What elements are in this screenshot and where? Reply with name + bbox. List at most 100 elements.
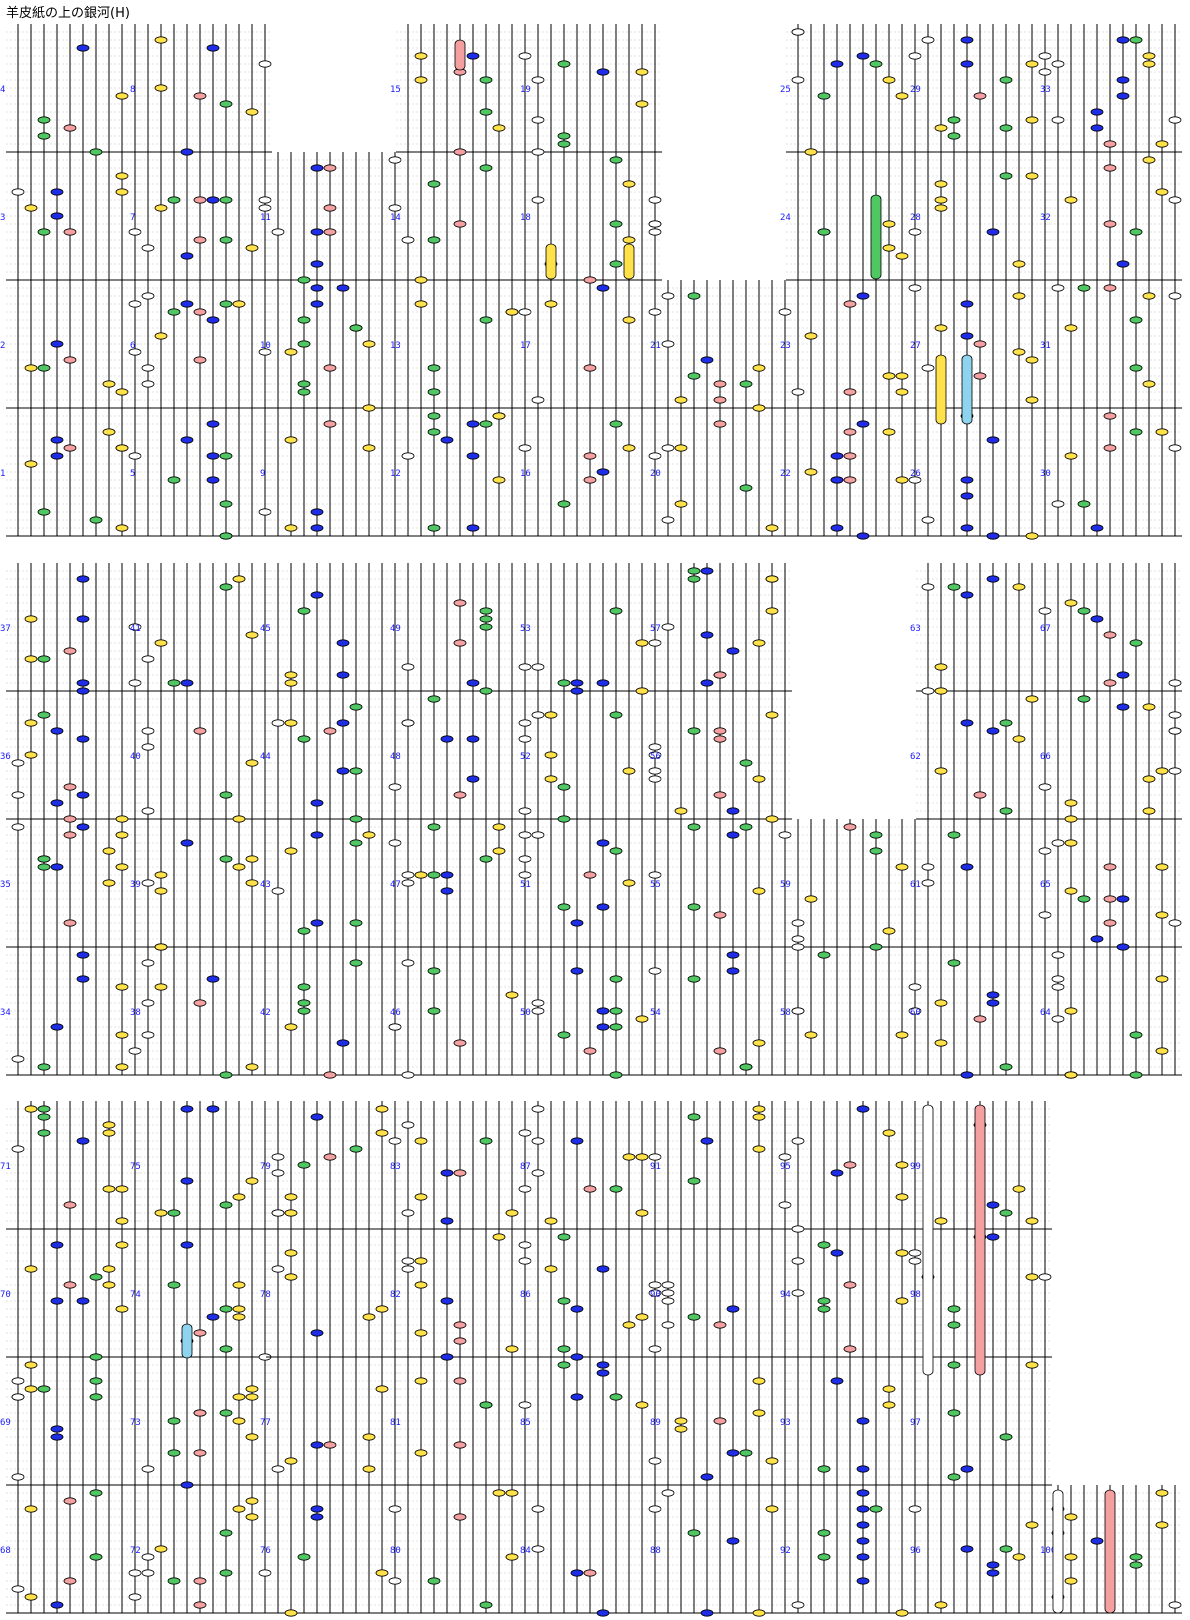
note — [505, 1553, 519, 1561]
note — [1168, 727, 1182, 735]
measure-number: 61 — [910, 880, 921, 890]
note — [492, 124, 506, 132]
note — [661, 623, 675, 631]
note — [1155, 428, 1169, 436]
note — [570, 1393, 584, 1401]
note — [115, 172, 129, 180]
note — [570, 967, 584, 975]
note — [323, 364, 337, 372]
note — [310, 524, 324, 532]
note — [687, 1113, 701, 1121]
note — [232, 1393, 246, 1401]
note — [596, 284, 610, 292]
note — [622, 236, 636, 244]
note — [557, 1031, 571, 1039]
note — [154, 1209, 168, 1217]
note — [869, 847, 883, 855]
note — [1103, 412, 1117, 420]
note — [778, 1153, 792, 1161]
note — [921, 36, 935, 44]
chart-title: 羊皮紙の上の銀河(H) — [6, 6, 130, 21]
note — [1155, 863, 1169, 871]
note — [843, 823, 857, 831]
note — [791, 1257, 805, 1265]
note — [310, 1329, 324, 1337]
note — [102, 1185, 116, 1193]
note — [414, 300, 428, 308]
note — [609, 220, 623, 228]
note — [804, 468, 818, 476]
note — [362, 444, 376, 452]
note — [791, 1007, 805, 1015]
note — [752, 1105, 766, 1113]
note — [401, 1265, 415, 1273]
note — [102, 847, 116, 855]
note — [856, 1105, 870, 1113]
note — [336, 284, 350, 292]
note — [297, 983, 311, 991]
note — [1064, 1071, 1078, 1079]
note — [1012, 260, 1026, 268]
note — [778, 1201, 792, 1209]
note — [50, 436, 64, 444]
note — [1155, 1489, 1169, 1497]
note — [700, 1137, 714, 1145]
note — [37, 655, 51, 663]
note — [310, 300, 324, 308]
note — [557, 1297, 571, 1305]
note — [622, 180, 636, 188]
note — [219, 300, 233, 308]
note — [1012, 583, 1026, 591]
note — [89, 1353, 103, 1361]
note — [128, 228, 142, 236]
note — [50, 863, 64, 871]
note — [297, 380, 311, 388]
note — [1064, 799, 1078, 807]
note — [336, 639, 350, 647]
note — [76, 1137, 90, 1145]
note — [531, 831, 545, 839]
note — [232, 1305, 246, 1313]
note — [908, 1505, 922, 1513]
note — [11, 1585, 25, 1593]
note — [453, 1039, 467, 1047]
note — [1129, 364, 1143, 372]
note — [440, 1169, 454, 1177]
note — [882, 1129, 896, 1137]
note — [1051, 975, 1065, 983]
note — [63, 815, 77, 823]
note — [492, 1489, 506, 1497]
note — [141, 1569, 155, 1577]
note — [609, 607, 623, 615]
note — [1051, 839, 1065, 847]
note — [1168, 767, 1182, 775]
note — [791, 388, 805, 396]
note — [986, 1233, 1000, 1241]
note — [206, 420, 220, 428]
measure-number: 69 — [0, 1418, 11, 1428]
note — [609, 1071, 623, 1079]
note — [284, 1193, 298, 1201]
note — [180, 300, 194, 308]
note — [323, 204, 337, 212]
measure-number: 64 — [1040, 1008, 1051, 1018]
note — [63, 1497, 77, 1505]
measure-number: 59 — [780, 880, 791, 890]
note — [544, 775, 558, 783]
note — [479, 108, 493, 116]
measure-number: 76 — [260, 1546, 271, 1556]
note — [869, 60, 883, 68]
note — [934, 324, 948, 332]
note — [596, 68, 610, 76]
note — [674, 500, 688, 508]
note — [193, 999, 207, 1007]
note — [739, 380, 753, 388]
measure-number: 94 — [780, 1290, 791, 1300]
note — [1116, 36, 1130, 44]
note — [375, 1305, 389, 1313]
note — [89, 1489, 103, 1497]
note — [440, 1217, 454, 1225]
note — [856, 292, 870, 300]
measure-number: 11 — [260, 213, 271, 223]
note — [414, 276, 428, 284]
